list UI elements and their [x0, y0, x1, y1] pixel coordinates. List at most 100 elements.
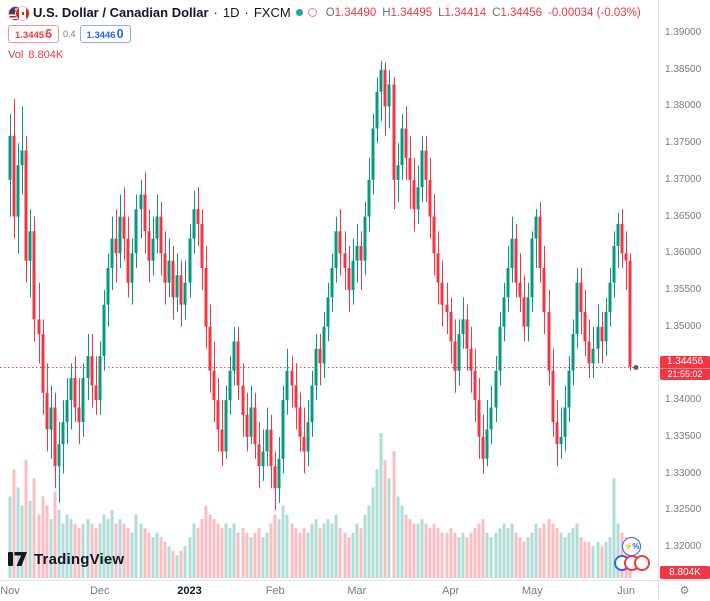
candle-body [94, 385, 98, 401]
time-axis[interactable]: Nov Dec 2023 Feb Mar Apr May Jun [0, 580, 658, 601]
volume-bar [130, 532, 134, 578]
volume-bar [163, 541, 167, 578]
volume-bar [351, 532, 355, 578]
candle-body [571, 334, 575, 371]
candle-body [347, 267, 351, 290]
volume-bar [571, 528, 575, 578]
volume-bar [257, 528, 261, 578]
candle-body [404, 128, 408, 158]
volume-bar [143, 528, 147, 578]
volume-bar [139, 523, 143, 578]
volume-bar [204, 505, 208, 578]
volume-bar [485, 532, 489, 578]
ca-flag-icon [15, 6, 30, 21]
volume-bar [188, 537, 192, 578]
volume-bar [236, 532, 240, 578]
volume-legend-row: Vol 8.804K [8, 49, 641, 61]
candle-body [489, 407, 493, 430]
candle-body [228, 370, 232, 401]
candle-body [432, 216, 436, 254]
candle-body [461, 319, 465, 335]
reaction-buttons: ⚡ % [612, 537, 656, 579]
candle-body [102, 304, 106, 357]
volume-bar [563, 537, 567, 578]
candle-body [436, 253, 440, 283]
candle-body [118, 216, 122, 254]
candle-body [167, 260, 171, 283]
candle-body [232, 341, 236, 371]
candle-body [494, 370, 498, 408]
candle-body [485, 429, 489, 459]
price-axis-label: 1.35500 [665, 284, 702, 295]
volume-bar [200, 519, 204, 578]
candle-body [371, 128, 375, 180]
separator: · [244, 5, 249, 20]
candle-body [130, 253, 134, 283]
reaction-lightning-icon[interactable]: ⚡ % [622, 537, 641, 556]
volume-bar [28, 500, 32, 578]
candle-body [57, 444, 61, 467]
buy-button[interactable]: 1.3446 0 [79, 25, 131, 43]
candle-body [249, 407, 253, 437]
price-axis-label: 1.38000 [665, 100, 702, 112]
candle-body [600, 326, 604, 342]
volume-bar [473, 528, 477, 578]
volume-bar [383, 460, 387, 578]
candle-body [387, 84, 391, 107]
volume-bar [114, 523, 118, 578]
candlestick-chart[interactable] [0, 0, 658, 580]
candle-body [273, 466, 277, 489]
candle-body [526, 297, 530, 327]
volume-bar [49, 519, 53, 578]
price-axis-label: 1.37000 [665, 173, 702, 185]
candle-body [375, 91, 379, 129]
candle-body [53, 407, 57, 467]
candle-body [379, 69, 383, 92]
volume-bar [334, 514, 338, 578]
candle-body [155, 216, 159, 239]
volume-bar [98, 523, 102, 578]
volume-value: 8.804K [28, 49, 64, 61]
close-label: C [492, 6, 501, 19]
chart-plot-area[interactable]: U.S. Dollar / Canadian Dollar · 1D · FXC… [0, 0, 658, 580]
volume-bar [338, 528, 342, 578]
volume-bar [73, 523, 77, 578]
volume-bar [420, 519, 424, 578]
volume-bar [94, 528, 98, 578]
market-status-live-icon[interactable] [295, 9, 303, 16]
volume-bar [432, 523, 436, 578]
candle-body [469, 348, 473, 371]
volume-bar [559, 532, 563, 578]
exchange-label[interactable]: FXCM [253, 5, 291, 20]
candle-body [518, 282, 522, 298]
candle-body [322, 326, 326, 364]
tradingview-logo[interactable]: TradingView [8, 550, 124, 568]
candle-body [596, 326, 600, 349]
candle-body [269, 429, 273, 467]
symbol-title[interactable]: U.S. Dollar / Canadian Dollar [33, 5, 209, 20]
volume-label[interactable]: Vol [8, 49, 24, 61]
volume-bar [269, 523, 273, 578]
volume-bar [285, 514, 289, 578]
candle-body [183, 282, 187, 305]
low-label: L [438, 6, 445, 19]
market-status-delay-icon[interactable] [307, 8, 317, 17]
volume-bar [551, 523, 555, 578]
timeframe-label[interactable]: 1D [222, 5, 240, 20]
volume-bar [220, 528, 224, 578]
sell-button[interactable]: 1.3445 6 [8, 25, 60, 43]
candle-body [281, 400, 285, 459]
volume-bar [318, 528, 322, 578]
candle-body [220, 429, 224, 452]
volume-bar [604, 541, 608, 578]
volume-bar [494, 532, 498, 578]
price-axis[interactable]: 1.39000 1.38500 1.38000 1.37500 1.37000 1.365… [658, 0, 710, 580]
volume-bar [392, 451, 396, 578]
volume-bar [449, 528, 453, 578]
volume-bar [457, 537, 461, 578]
price-axis-label: 1.33500 [665, 430, 702, 442]
reaction-coins-icon[interactable] [614, 555, 650, 571]
scale-settings-icon[interactable]: ⚙ [679, 585, 690, 597]
volume-bar [110, 510, 114, 578]
volume-bar [547, 519, 551, 578]
